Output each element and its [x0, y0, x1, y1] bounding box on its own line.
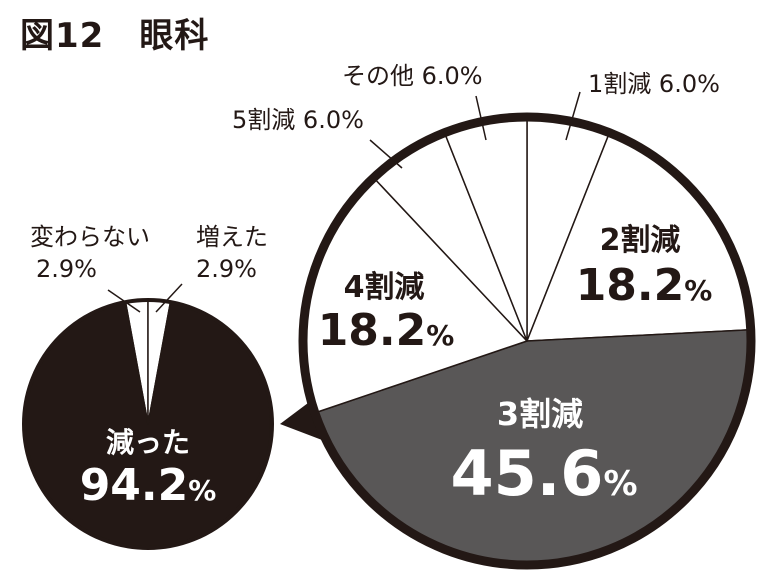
slice-value-decreased-number: 94.2: [80, 460, 189, 511]
small-pie: [22, 298, 274, 550]
slice-value-2wari: 18.2%: [576, 260, 713, 311]
large-pie-labels: その他 6.0% 1割減 6.0% 5割減 6.0% 2割減 18.2% 4割減…: [232, 62, 720, 510]
slice-value-decreased-unit: %: [188, 474, 216, 507]
slice-value-decreased: 94.2%: [80, 460, 217, 511]
slice-value-3wari: 45.6%: [450, 437, 637, 510]
slice-label-other: その他 6.0%: [342, 62, 483, 90]
small-pie-labels: 変わらない 2.9% 増えた 2.9% 減った 94.2%: [30, 223, 268, 511]
figure-title: 図12 眼科: [20, 16, 210, 56]
slice-label-decreased: 減った: [106, 426, 190, 459]
small-pie-outline: [22, 298, 274, 550]
slice-label-5wari: 5割減 6.0%: [232, 106, 364, 134]
slice-label-2wari: 2割減: [600, 223, 681, 258]
slice-value-4wari: 18.2%: [318, 305, 455, 356]
slice-label-1wari: 1割減 6.0%: [588, 70, 720, 98]
slice-label-4wari: 4割減: [344, 270, 425, 305]
leader-unchanged: [107, 289, 141, 313]
slice-label-unchanged: 変わらない: [30, 223, 150, 251]
leader-5wari: [369, 139, 403, 169]
slice-label-3wari: 3割減: [497, 395, 583, 433]
leader-increased: [155, 283, 183, 313]
large-pie-outline: [298, 112, 756, 570]
slice-label-increased: 増えた: [196, 223, 268, 251]
slice-value-unchanged: 2.9%: [36, 255, 97, 283]
large-pie: [298, 112, 756, 570]
slice-value-increased: 2.9%: [196, 255, 257, 283]
leader-1wari: [565, 91, 581, 141]
leader-other: [475, 95, 487, 141]
